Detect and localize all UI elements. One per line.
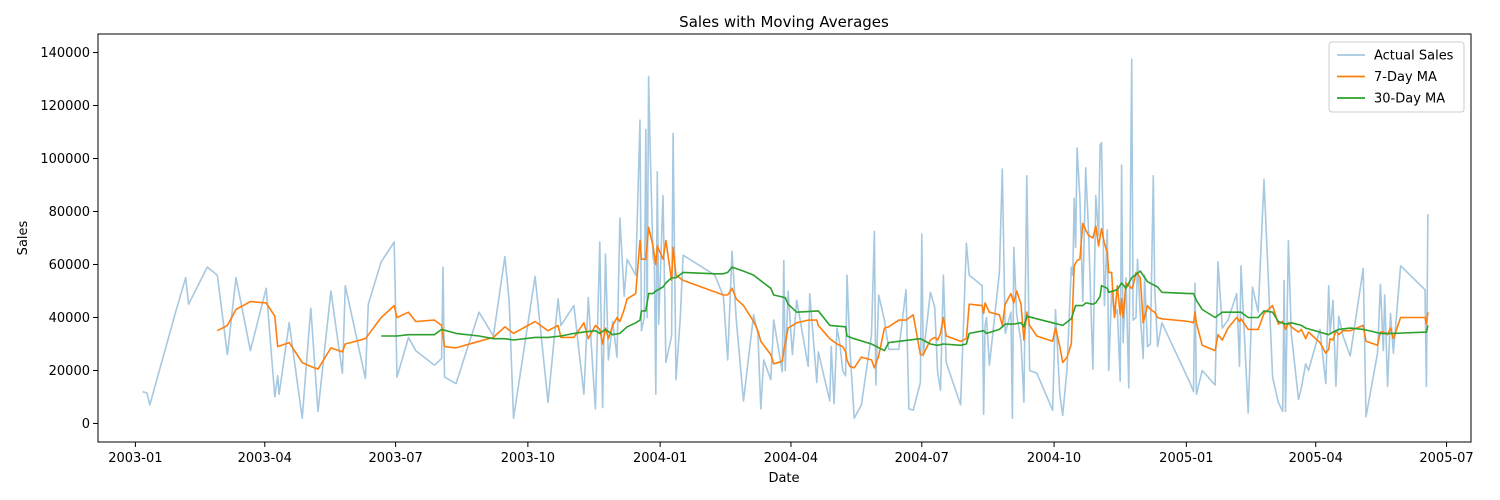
x-tick-label: 2005-01 (1159, 451, 1213, 466)
y-tick-label: 140000 (40, 46, 90, 61)
x-tick-label: 2004-10 (1027, 451, 1081, 466)
x-tick-label: 2003-01 (108, 451, 162, 466)
x-tick-label: 2003-07 (368, 451, 422, 466)
legend-label-30-day-ma: 30-Day MA (1374, 92, 1445, 107)
x-tick-label: 2004-07 (895, 451, 949, 466)
y-tick-label: 20000 (49, 364, 90, 379)
y-tick-label: 40000 (49, 311, 90, 326)
x-tick-label: 2004-04 (764, 451, 818, 466)
legend-label-7-day-ma: 7-Day MA (1374, 70, 1437, 85)
legend: Actual Sales 7-Day MA 30-Day MA (1328, 41, 1465, 113)
series-line-7-day-ma (216, 222, 1429, 370)
x-axis: 2003-01 2003-04 2003-07 2003-10 2004-01 2004-… (108, 442, 1474, 466)
x-tick-label: 2003-10 (501, 451, 555, 466)
series-layer (142, 58, 1429, 420)
y-axis-label: Sales (16, 220, 31, 255)
y-tick-label: 80000 (49, 205, 90, 220)
plot-area (97, 33, 1472, 443)
y-tick-label: 100000 (40, 152, 90, 167)
x-tick-label: 2005-07 (1419, 451, 1473, 466)
legend-box (1328, 41, 1465, 113)
y-tick-label: 60000 (49, 258, 90, 273)
y-tick-label: 0 (82, 417, 90, 432)
series-line-30-day-ma (381, 266, 1429, 352)
legend-label-actual-sales: Actual Sales (1374, 49, 1454, 64)
plot-frame (97, 33, 1472, 443)
x-tick-label: 2004-01 (633, 451, 687, 466)
x-axis-label: Date (768, 471, 799, 486)
y-tick-label: 120000 (40, 99, 90, 114)
x-tick-label: 2003-04 (238, 451, 292, 466)
series-line-actual-sales (142, 58, 1429, 420)
x-tick-label: 2005-04 (1289, 451, 1343, 466)
y-axis: 0 20000 40000 60000 80000 100000 120000 140000 (40, 46, 98, 432)
chart-title: Sales with Moving Averages (679, 13, 889, 31)
